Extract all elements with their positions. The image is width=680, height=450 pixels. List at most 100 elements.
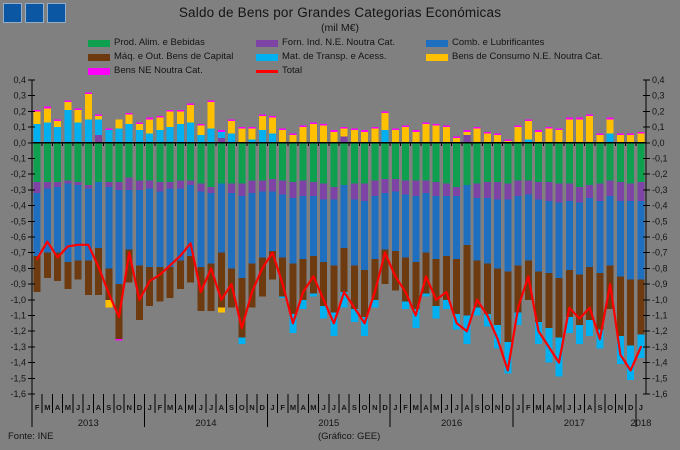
- svg-text:D: D: [382, 403, 388, 412]
- svg-text:2014: 2014: [195, 418, 216, 429]
- svg-text:0,3: 0,3: [652, 91, 665, 101]
- svg-text:-1,2: -1,2: [10, 326, 26, 336]
- svg-text:-0,7: -0,7: [652, 248, 668, 258]
- svg-text:A: A: [423, 403, 429, 412]
- svg-text:-0,3: -0,3: [10, 185, 26, 195]
- svg-text:0,1: 0,1: [13, 122, 26, 132]
- total-line: [35, 240, 643, 372]
- svg-text:N: N: [618, 403, 623, 412]
- svg-text:N: N: [249, 403, 254, 412]
- svg-text:-0,5: -0,5: [10, 216, 26, 226]
- svg-text:N: N: [495, 403, 500, 412]
- svg-text:-0,3: -0,3: [652, 185, 668, 195]
- svg-text:J: J: [455, 403, 459, 412]
- svg-text:J: J: [86, 403, 90, 412]
- blue-square-icon[interactable]: [25, 3, 44, 23]
- svg-text:2013: 2013: [78, 418, 99, 429]
- svg-text:S: S: [106, 403, 111, 412]
- svg-text:O: O: [484, 403, 490, 412]
- svg-text:-0,9: -0,9: [652, 279, 668, 289]
- svg-text:M: M: [413, 403, 419, 412]
- svg-text:0,2: 0,2: [652, 106, 665, 116]
- svg-text:-0,6: -0,6: [10, 232, 26, 242]
- svg-text:0,2: 0,2: [13, 106, 26, 116]
- svg-text:-0,8: -0,8: [652, 263, 668, 273]
- svg-text:M: M: [433, 403, 439, 412]
- svg-text:J: J: [76, 403, 80, 412]
- svg-text:D: D: [628, 403, 634, 412]
- svg-text:-0,4: -0,4: [10, 201, 26, 211]
- svg-text:F: F: [158, 403, 163, 412]
- svg-text:M: M: [310, 403, 316, 412]
- svg-text:J: J: [270, 403, 274, 412]
- svg-text:J: J: [322, 403, 326, 412]
- svg-text:-1,0: -1,0: [10, 295, 26, 305]
- svg-text:N: N: [127, 403, 132, 412]
- svg-text:J: J: [639, 403, 643, 412]
- svg-text:2015: 2015: [318, 418, 339, 429]
- svg-text:J: J: [199, 403, 203, 412]
- blue-square-icon[interactable]: [3, 3, 22, 23]
- svg-text:-0,1: -0,1: [652, 154, 668, 164]
- svg-text:O: O: [116, 403, 122, 412]
- svg-text:N: N: [372, 403, 377, 412]
- svg-text:O: O: [607, 403, 613, 412]
- source-label: Fonte: INE: [8, 431, 54, 442]
- svg-text:-0,2: -0,2: [10, 169, 26, 179]
- svg-text:0,4: 0,4: [13, 75, 26, 85]
- svg-text:0,0: 0,0: [652, 138, 665, 148]
- svg-text:A: A: [178, 403, 184, 412]
- svg-text:-0,5: -0,5: [652, 216, 668, 226]
- blue-square-icon[interactable]: [47, 3, 66, 23]
- svg-text:0,3: 0,3: [13, 91, 26, 101]
- svg-text:J: J: [567, 403, 571, 412]
- svg-text:O: O: [239, 403, 245, 412]
- svg-text:-1,1: -1,1: [10, 311, 26, 321]
- svg-text:-0,7: -0,7: [10, 248, 26, 258]
- svg-text:M: M: [290, 403, 296, 412]
- svg-text:0,4: 0,4: [652, 75, 665, 85]
- svg-text:S: S: [597, 403, 602, 412]
- svg-text:A: A: [464, 403, 470, 412]
- svg-text:M: M: [44, 403, 50, 412]
- svg-text:J: J: [516, 403, 520, 412]
- svg-text:M: M: [556, 403, 562, 412]
- svg-text:J: J: [444, 403, 448, 412]
- svg-text:M: M: [187, 403, 193, 412]
- svg-text:M: M: [167, 403, 173, 412]
- svg-text:J: J: [148, 403, 152, 412]
- svg-text:0,0: 0,0: [13, 138, 26, 148]
- svg-text:-1,6: -1,6: [10, 389, 26, 399]
- svg-text:-1,3: -1,3: [652, 342, 668, 352]
- svg-text:D: D: [137, 403, 143, 412]
- svg-text:-0,4: -0,4: [652, 201, 668, 211]
- svg-text:S: S: [475, 403, 480, 412]
- svg-text:-0,6: -0,6: [652, 232, 668, 242]
- svg-text:J: J: [209, 403, 213, 412]
- svg-text:-1,4: -1,4: [652, 358, 668, 368]
- svg-text:0,1: 0,1: [652, 122, 665, 132]
- svg-text:S: S: [352, 403, 357, 412]
- svg-text:-1,2: -1,2: [652, 326, 668, 336]
- svg-text:-0,8: -0,8: [10, 263, 26, 273]
- svg-text:A: A: [300, 403, 306, 412]
- svg-text:A: A: [96, 403, 102, 412]
- svg-text:A: A: [219, 403, 225, 412]
- svg-text:J: J: [577, 403, 581, 412]
- svg-text:-1,4: -1,4: [10, 358, 26, 368]
- svg-text:A: A: [587, 403, 593, 412]
- chart-title: Saldo de Bens por Grandes Categorias Eco…: [178, 5, 502, 20]
- svg-text:A: A: [546, 403, 552, 412]
- svg-text:F: F: [35, 403, 40, 412]
- svg-text:F: F: [403, 403, 408, 412]
- svg-text:J: J: [393, 403, 397, 412]
- svg-text:D: D: [260, 403, 266, 412]
- svg-text:D: D: [505, 403, 511, 412]
- svg-text:-1,5: -1,5: [652, 373, 668, 383]
- svg-text:2016: 2016: [441, 418, 462, 429]
- svg-text:J: J: [332, 403, 336, 412]
- svg-text:2017: 2017: [564, 418, 585, 429]
- svg-text:-0,1: -0,1: [10, 154, 26, 164]
